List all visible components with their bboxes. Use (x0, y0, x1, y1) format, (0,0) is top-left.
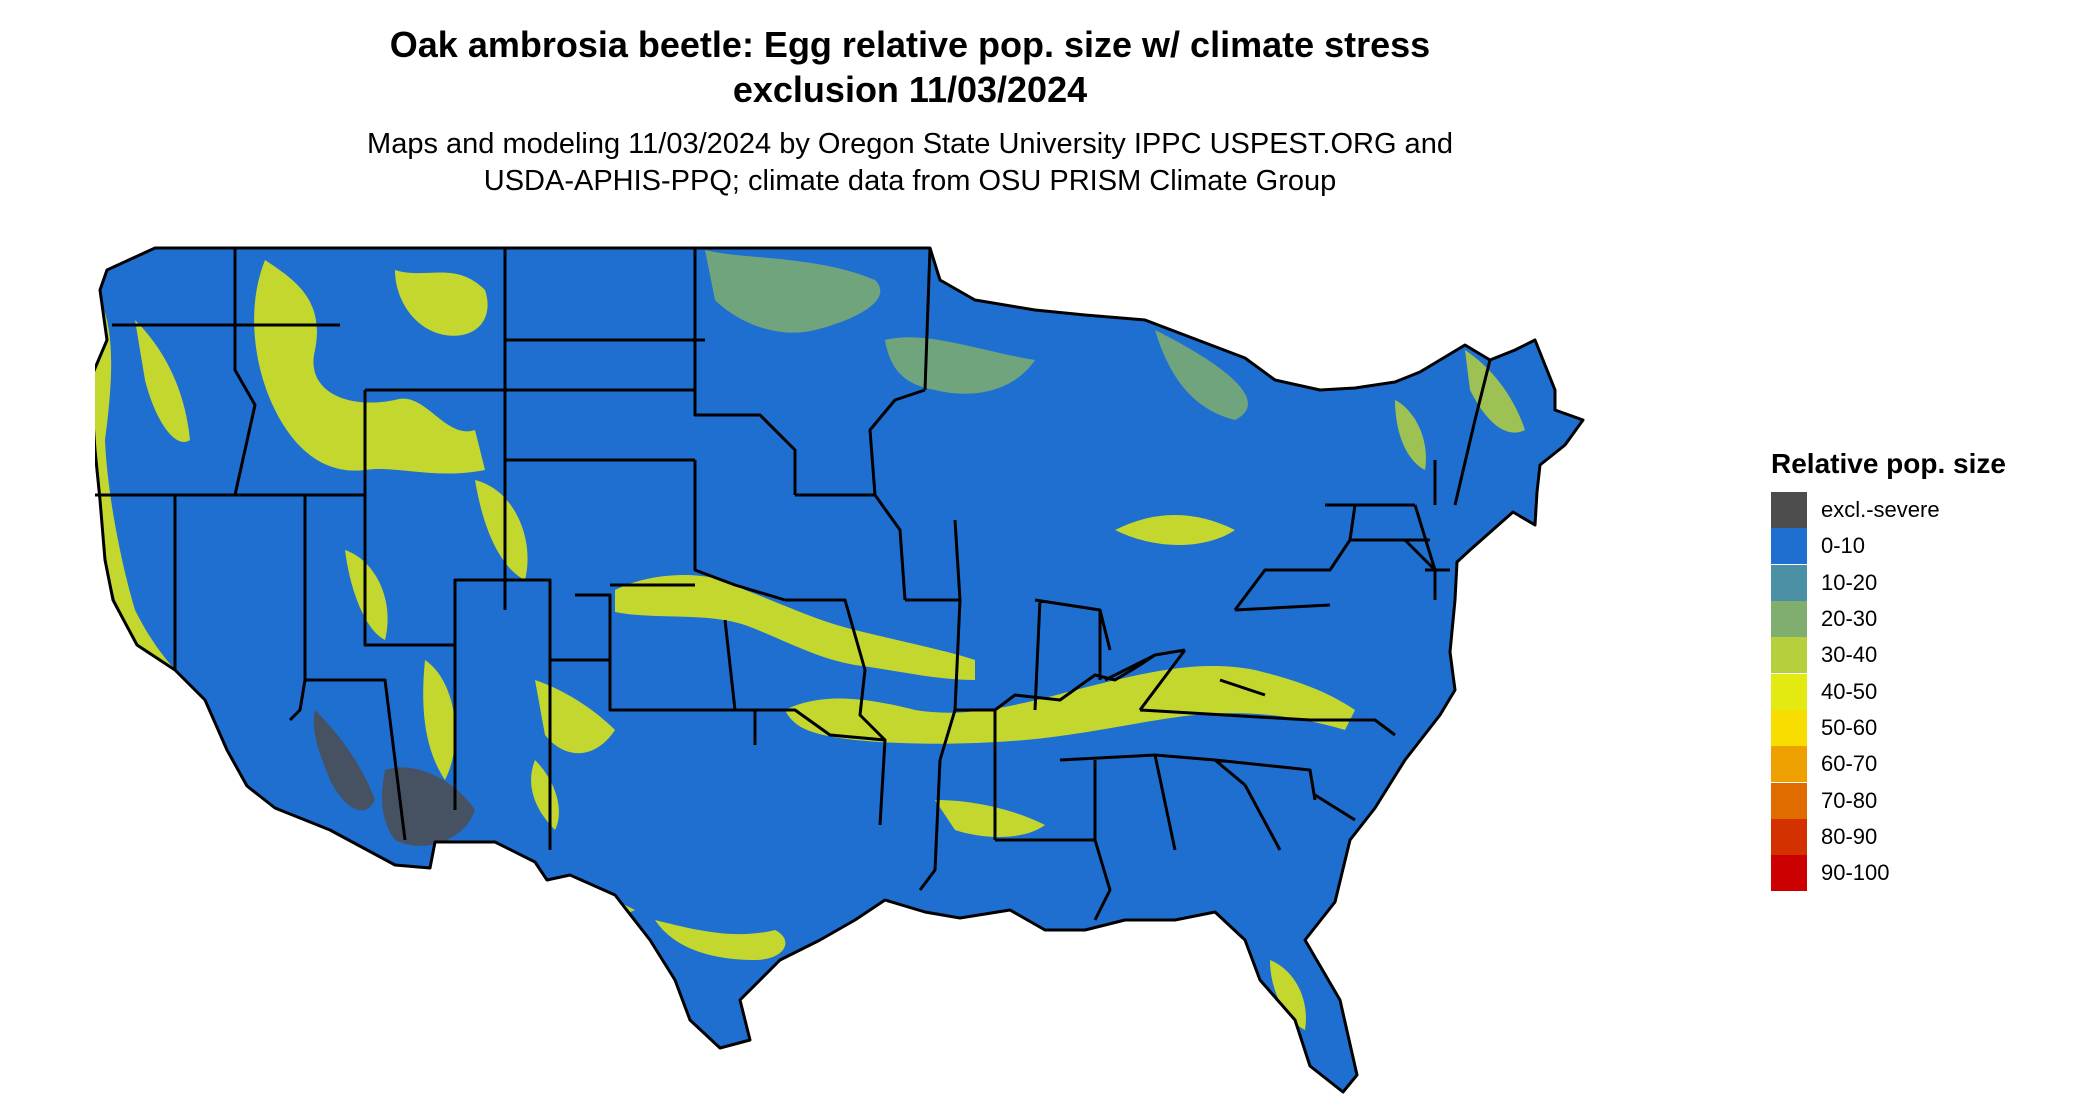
suitability-band-pacific-coast-ranges (135, 320, 190, 442)
suitability-band-northern-new-england (1395, 400, 1426, 470)
legend-label: 70-80 (1821, 787, 1878, 813)
legend-label: 80-90 (1821, 823, 1878, 849)
legend-item: 90-100 (1771, 855, 2006, 892)
legend-label: 0-10 (1821, 533, 1866, 559)
map-title: Oak ambrosia beetle: Egg relative pop. s… (300, 22, 1520, 112)
legend-label: 50-60 (1821, 714, 1878, 740)
legend-swatch (1771, 709, 1807, 746)
title-line-1: Oak ambrosia beetle: Egg relative pop. s… (389, 24, 1431, 65)
legend-title: Relative pop. size (1771, 448, 2006, 479)
suitability-band-rocky-mountains-west (395, 270, 488, 336)
suitability-band-texas-gulf-coast (655, 920, 786, 960)
legend-swatch (1771, 818, 1807, 855)
suitability-band-southern-arizona-colorado-river (313, 710, 375, 811)
suitability-band-rocky-mountains-west (475, 480, 528, 580)
legend-item: 30-40 (1771, 637, 2006, 674)
map-subtitle: Maps and modeling 11/03/2024 by Oregon S… (300, 126, 1520, 200)
suitability-band-texas-gulf-coast (531, 760, 559, 830)
legend-swatch (1771, 637, 1807, 674)
legend-swatch (1771, 564, 1807, 601)
legend-item: excl.-severe (1771, 492, 2006, 529)
legend-item: 0-10 (1771, 528, 2006, 565)
legend-swatch (1771, 528, 1807, 565)
suitability-band-rocky-mountains-west (423, 660, 456, 780)
suitability-band-tennessee-kentucky-virginia (935, 800, 1045, 837)
legend-swatch (1771, 782, 1807, 819)
legend-item: 50-60 (1771, 709, 2006, 746)
legend-swatch (1771, 746, 1807, 783)
suitability-band-tennessee-kentucky-virginia (1115, 515, 1235, 545)
state-lines (95, 247, 1492, 921)
legend-swatch (1771, 492, 1807, 529)
legend-label: 90-100 (1821, 860, 1890, 886)
suitability-band-southern-arizona-colorado-river (382, 767, 475, 846)
legend-item: 10-20 (1771, 564, 2006, 601)
legend-item: 20-30 (1771, 601, 2006, 638)
us-map (95, 246, 1585, 1094)
suitability-band-central-plains-kansas-missouri (535, 680, 615, 754)
suitability-band-northern-minnesota-upper-michigan (705, 250, 881, 333)
legend-items: excl.-severe 0-10 10-20 20-30 30-40 40-50 50-6… (1771, 492, 2006, 892)
legend-swatch (1771, 601, 1807, 638)
legend-label: excl.-severe (1821, 497, 1940, 523)
legend-item: 40-50 (1771, 673, 2006, 710)
title-line-2: exclusion 11/03/2024 (732, 69, 1088, 110)
legend-item: 60-70 (1771, 746, 2006, 783)
legend-swatch (1771, 855, 1807, 892)
legend-label: 20-30 (1821, 606, 1878, 632)
legend-label: 30-40 (1821, 642, 1878, 668)
legend-item: 70-80 (1771, 782, 2006, 819)
suitability-band-rocky-mountains-west (254, 260, 485, 474)
suitability-band-northern-new-england (1465, 350, 1525, 433)
national-outline (95, 246, 1585, 1094)
subtitle-line-1: Maps and modeling 11/03/2024 by Oregon S… (367, 128, 1453, 160)
suitability-band-central-plains-kansas-missouri (615, 575, 975, 680)
suitability-band-tennessee-kentucky-virginia (785, 665, 1355, 744)
suitability-band-northern-minnesota-upper-michigan (1155, 330, 1248, 420)
state-borders (95, 246, 1585, 1094)
suitability-band-pacific-coast-ranges (95, 300, 185, 695)
legend-label: 40-50 (1821, 678, 1878, 704)
suitability-band-northern-minnesota-upper-michigan (885, 337, 1035, 394)
legend-label: 60-70 (1821, 751, 1878, 777)
subtitle-line-2: USDA-APHIS-PPQ; climate data from OSU PR… (483, 165, 1337, 197)
suitability-band-central-florida (1270, 960, 1306, 1030)
legend-item: 80-90 (1771, 818, 2006, 855)
legend-label: 10-20 (1821, 569, 1878, 595)
legend-swatch (1771, 673, 1807, 710)
legend: Relative pop. size excl.-severe 0-10 10-20… (1771, 448, 2006, 892)
